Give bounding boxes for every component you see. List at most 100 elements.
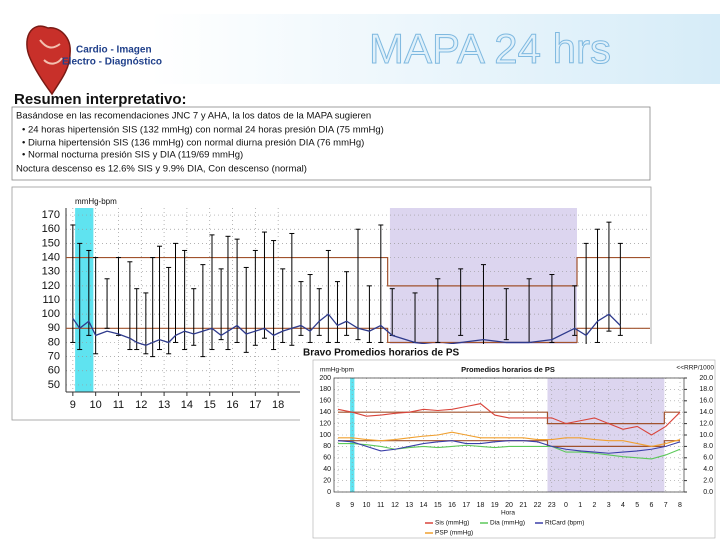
limit-line [66,327,650,344]
x-tick-label: 18 [477,502,485,509]
x-tick-label: 2 [593,502,597,509]
x-axis-label: Hora [501,510,515,517]
x-tick-label: 22 [534,502,542,509]
x-tick-label: 19 [491,502,499,509]
x-tick-label: 21 [519,502,527,509]
plot-frame [333,377,685,493]
series-line [337,403,681,436]
x-tick-label: 6 [650,502,654,509]
x-tick-label: 17 [249,399,261,411]
y2-tick-label: 20.0 [699,375,713,382]
x-tick-label: 12 [135,399,147,411]
header-band [150,14,720,84]
y2-tick-label: 2.0 [703,477,713,484]
y-tick-label: 100 [319,432,331,439]
x-tick-label: 10 [363,502,371,509]
y-tick-label: 120 [42,280,60,292]
summary-heading: Resumen interpretativo: [14,91,187,108]
limit-line [338,411,680,425]
y-tick-label: 90 [48,322,60,334]
y-tick-label: 80 [48,336,60,348]
x-tick-label: 9 [350,502,354,509]
summary-bullet: • Diurna hipertensión SIS (136 mmHg) con… [22,138,364,149]
y-tick-label: 160 [319,398,331,405]
y2-tick-label: 8.0 [703,443,713,450]
y-axis-label: mmHg-bpm [320,367,354,374]
y2-axis-label: <<RRP/1000 [676,365,714,372]
y-axis-label: mmHg-bpm [75,197,117,206]
x-tick-label: 12 [391,502,399,509]
x-tick-label: 11 [377,502,384,509]
series-line [338,431,681,447]
legend-label: Sis (mmHg) [435,520,469,527]
x-tick-label: 14 [181,399,193,411]
summary-box [11,106,651,181]
y2-tick-label: 18.0 [699,386,713,393]
x-tick-label: 14 [420,502,428,509]
logo-vessels [39,39,63,65]
y-tick-label: 60 [48,365,60,377]
y-tick-label: 80 [323,443,331,450]
y-tick-label: 180 [319,386,331,393]
x-tick-label: 4 [621,502,625,509]
y-tick-label: 110 [42,294,60,306]
brand-line: Electro - Diagnóstico [62,57,162,68]
y-tick-label: 200 [319,375,331,382]
y-tick-label: 40 [323,466,331,473]
y-tick-label: 100 [42,308,60,320]
summary-conclusion: Noctura descenso es 12.6% SIS y 9.9% DIA… [16,164,307,175]
x-tick-label: 20 [505,502,513,509]
y-tick-label: 120 [319,420,331,427]
brand-line: Cardio - Imagen [76,45,152,56]
x-tick-label: 18 [272,399,284,411]
slide-title: MAPA 24 hrs [369,25,611,72]
legend-label: RtCard (bpm) [545,520,584,527]
y-tick-label: 50 [48,379,60,391]
x-tick-label: 23 [548,502,556,509]
y-tick-label: 70 [48,351,60,363]
y2-tick-label: 16.0 [699,398,713,405]
y-tick-label: 60 [323,455,331,462]
y2-tick-label: 14.0 [699,409,713,416]
x-tick-label: 10 [90,399,102,411]
y2-tick-label: 10.0 [699,432,713,439]
x-tick-label: 7 [664,502,668,509]
y-tick-label: 0 [327,489,331,496]
limit-line [66,256,650,287]
x-tick-label: 8 [336,502,340,509]
x-tick-label: 1 [578,502,582,509]
y2-tick-label: 6.0 [703,455,713,462]
y-tick-label: 160 [42,223,60,235]
legend-label: PSP (mmHg) [435,530,473,537]
y2-tick-label: 12.0 [699,420,713,427]
y-tick-label: 130 [42,266,60,278]
x-tick-label: 5 [635,502,639,509]
x-tick-label: 9 [70,399,76,411]
y-tick-label: 150 [42,237,60,249]
x-tick-label: 3 [607,502,611,509]
summary-intro: Basándose en las recomendaciones JNC 7 y… [16,111,371,122]
x-tick-label: 11 [113,399,124,411]
logo [26,25,71,96]
mean-line [72,313,621,346]
y2-tick-label: 0.0 [703,489,713,496]
x-tick-label: 0 [564,502,568,509]
series-line [337,440,681,454]
x-tick-label: 8 [678,502,682,509]
y-tick-label: 20 [323,477,331,484]
y2-tick-label: 4.0 [703,466,713,473]
summary-bullet: • 24 horas hipertensión SIS (132 mmHg) c… [22,125,384,136]
x-tick-label: 13 [158,399,170,411]
y-tick-label: 140 [319,409,331,416]
x-tick-label: 16 [448,502,456,509]
x-tick-label: 15 [204,399,216,411]
x-tick-label: 17 [462,502,470,509]
chart-caption: Bravo Promedios horarios de PS [303,348,459,359]
x-tick-label: 13 [405,502,413,509]
chart-title: Promedios horarios de PS [461,365,555,374]
y-tick-label: 140 [42,251,60,263]
legend-label: Dia (mmHg) [490,520,525,527]
summary-bullet: • Normal nocturna presión SIS y DIA (119… [22,150,243,161]
